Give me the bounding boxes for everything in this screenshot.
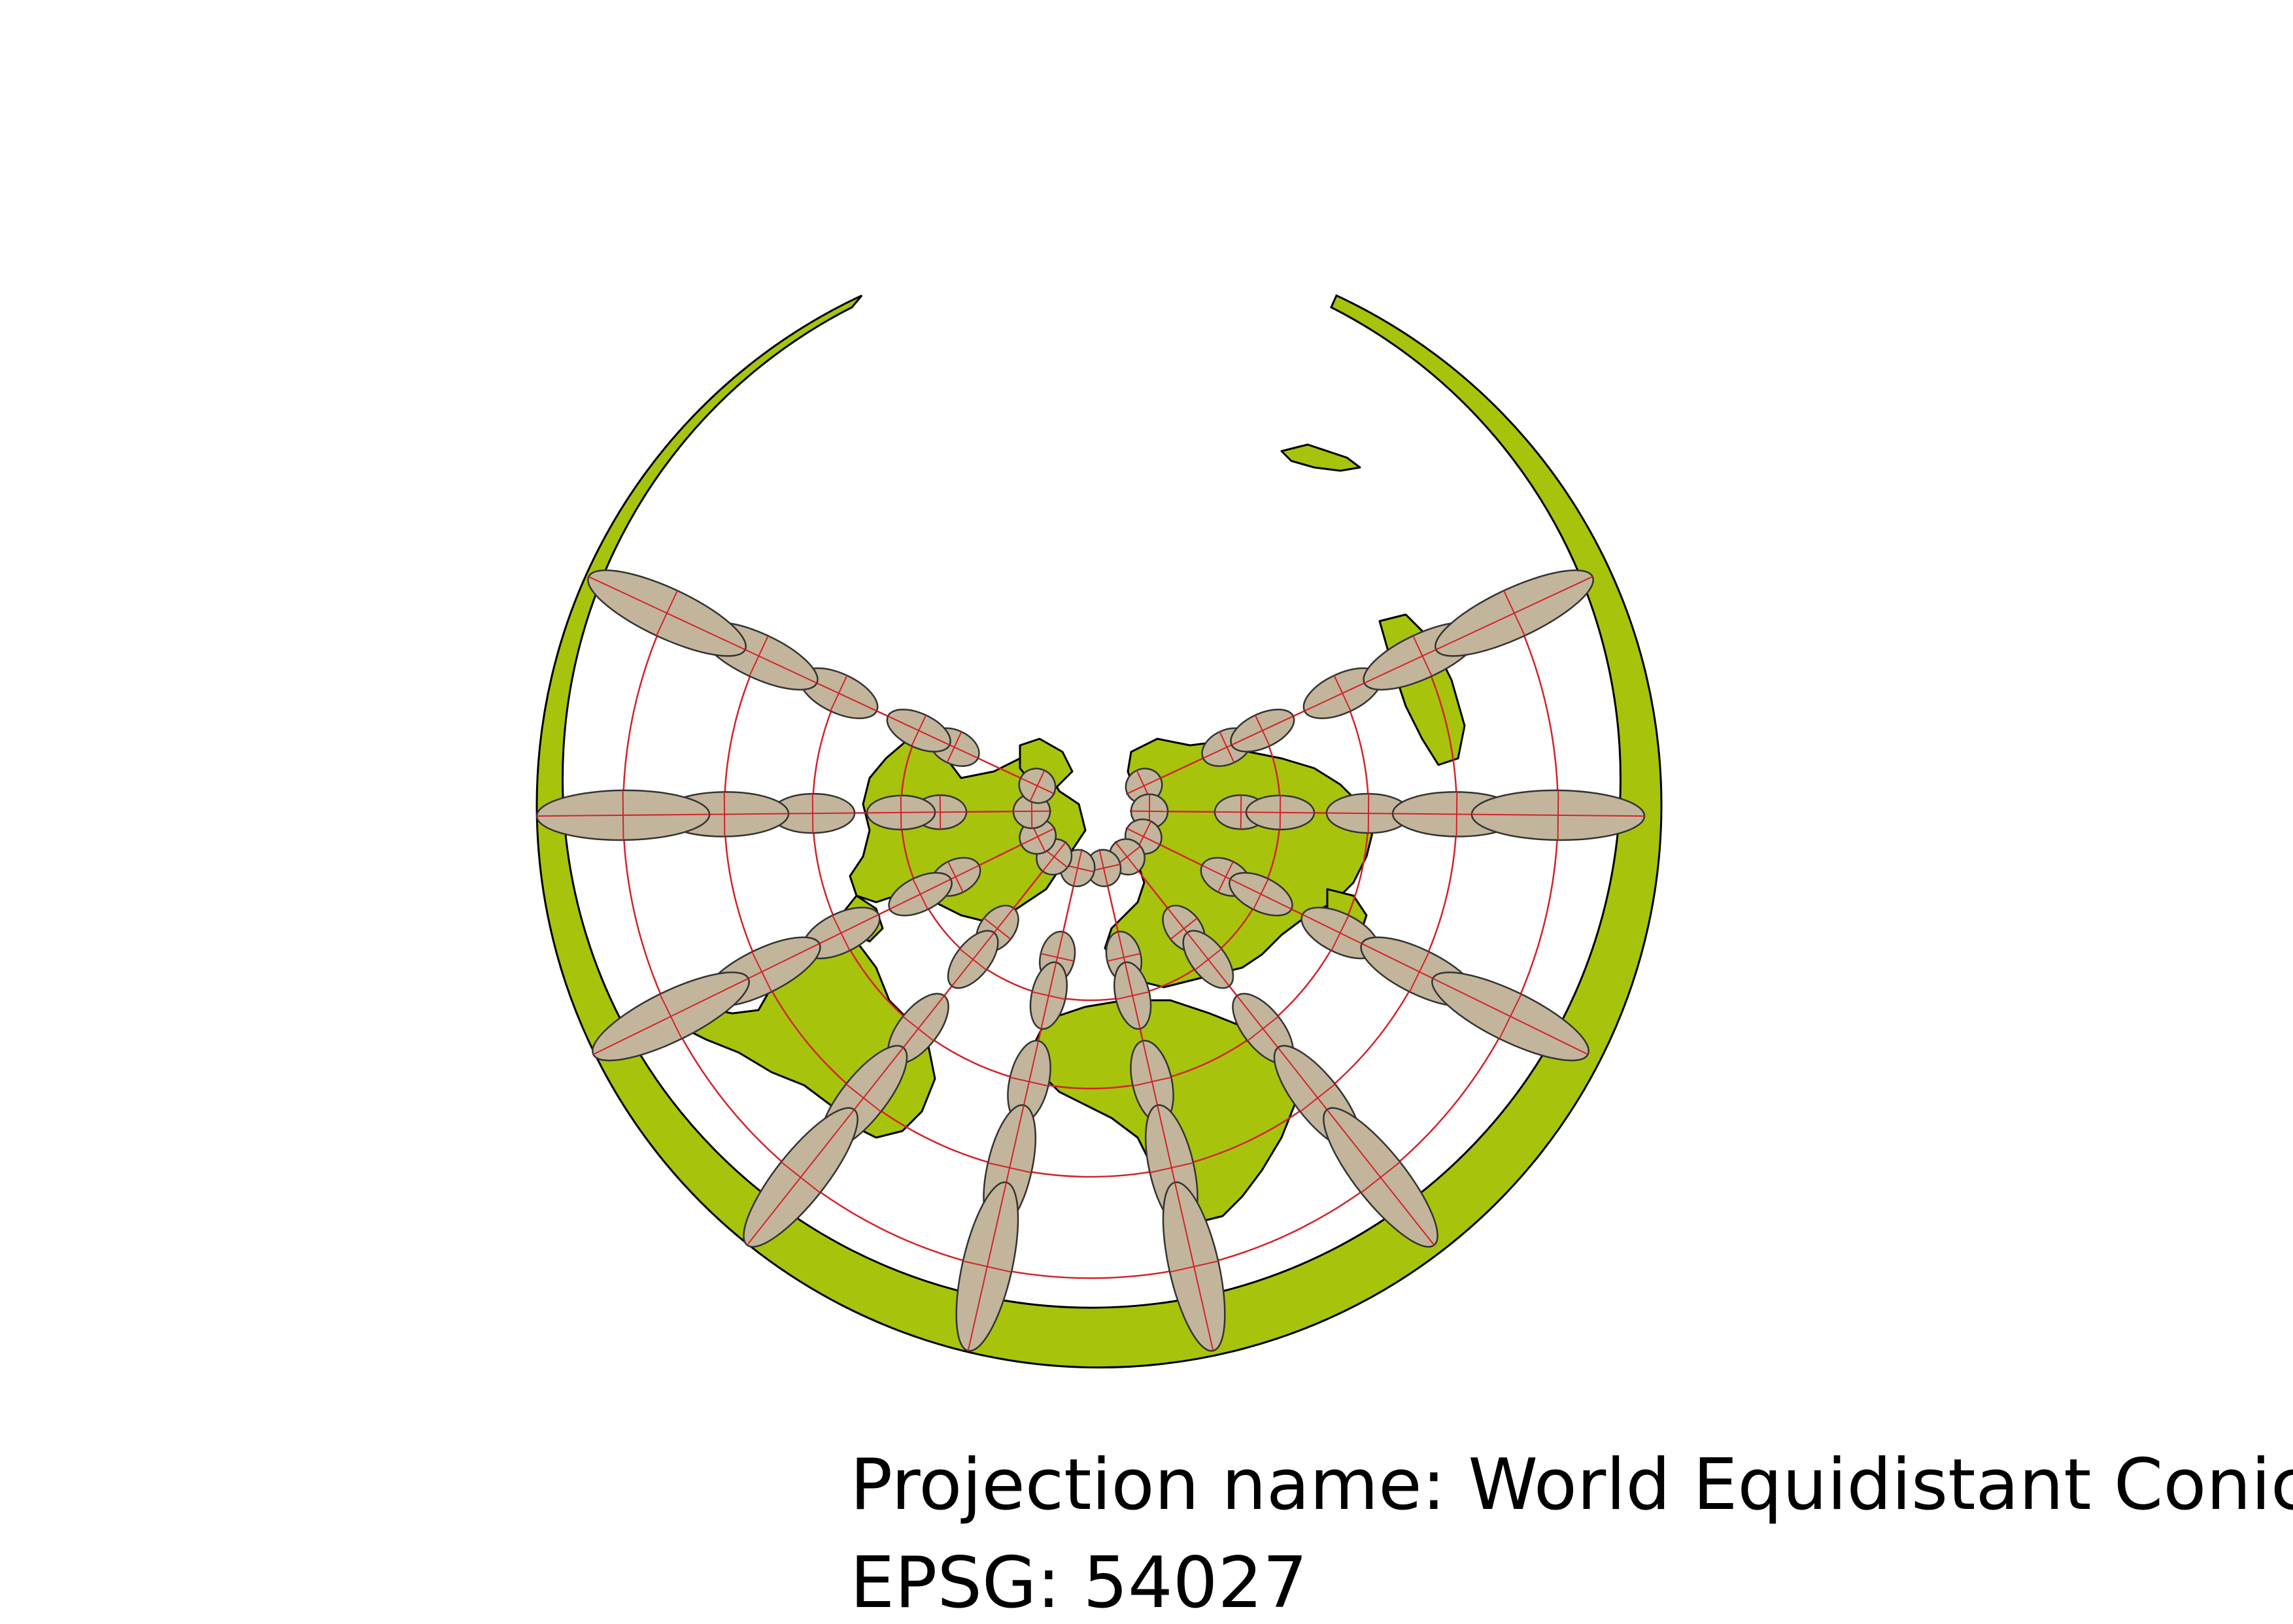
tissot-ellipse bbox=[1470, 789, 1646, 841]
tissot-ellipse bbox=[592, 972, 750, 1062]
tissot-ellipse bbox=[1435, 569, 1594, 657]
tissot-ellipse bbox=[1245, 794, 1316, 831]
tissot-ellipse bbox=[888, 871, 953, 917]
parallel-line bbox=[811, 692, 1370, 1090]
tissot-ellipse bbox=[866, 794, 936, 831]
tissot-ellipse bbox=[955, 1181, 1019, 1352]
tissot-ellipse bbox=[947, 930, 999, 989]
tissot-ellipse bbox=[743, 1107, 858, 1248]
tissot-ellipse bbox=[886, 708, 951, 753]
tissot-ellipse bbox=[1182, 930, 1234, 989]
tissot-indicatrix-layer bbox=[535, 569, 1646, 1352]
projection-name-label: Projection name: World Equidistant Conic bbox=[850, 1444, 2293, 1526]
tissot-ellipse bbox=[1230, 708, 1295, 753]
parallel-line bbox=[622, 613, 1559, 1279]
tissot-ellipse bbox=[1431, 972, 1589, 1062]
outer-land-ring bbox=[535, 294, 1663, 1369]
tissot-ellipse bbox=[1113, 961, 1152, 1030]
parallel-line bbox=[723, 655, 1458, 1178]
parallel-line bbox=[900, 730, 1282, 1002]
tissot-ellipse bbox=[587, 569, 747, 657]
tissot-ellipse bbox=[1323, 1107, 1438, 1248]
arctic-island bbox=[1280, 443, 1361, 472]
tissot-ellipse bbox=[535, 789, 711, 841]
tissot-ellipse bbox=[1018, 768, 1057, 804]
tissot-ellipse bbox=[1162, 1181, 1226, 1352]
epsg-code-label: EPSG: 54027 bbox=[850, 1542, 1308, 1624]
tissot-ellipse bbox=[1229, 871, 1293, 917]
tissot-ellipse bbox=[1029, 961, 1068, 1030]
